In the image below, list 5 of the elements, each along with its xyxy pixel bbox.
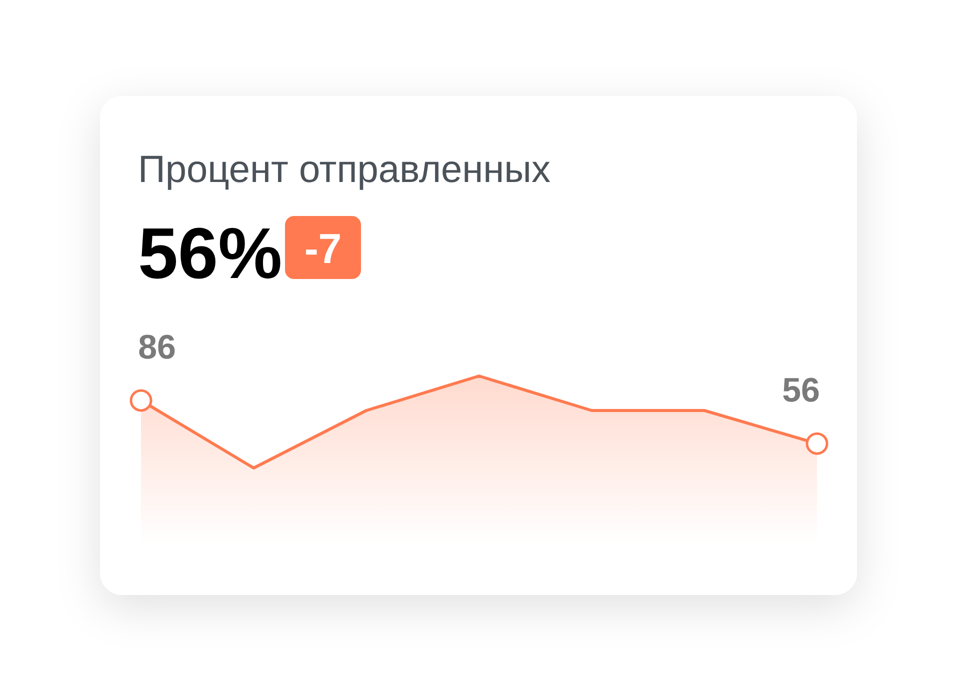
chart-title: Процент отправленных: [138, 149, 550, 191]
data-label: 56: [782, 372, 820, 410]
data-label: 86: [138, 328, 176, 366]
text: 56%: [138, 214, 282, 294]
text: -7: [304, 225, 342, 272]
